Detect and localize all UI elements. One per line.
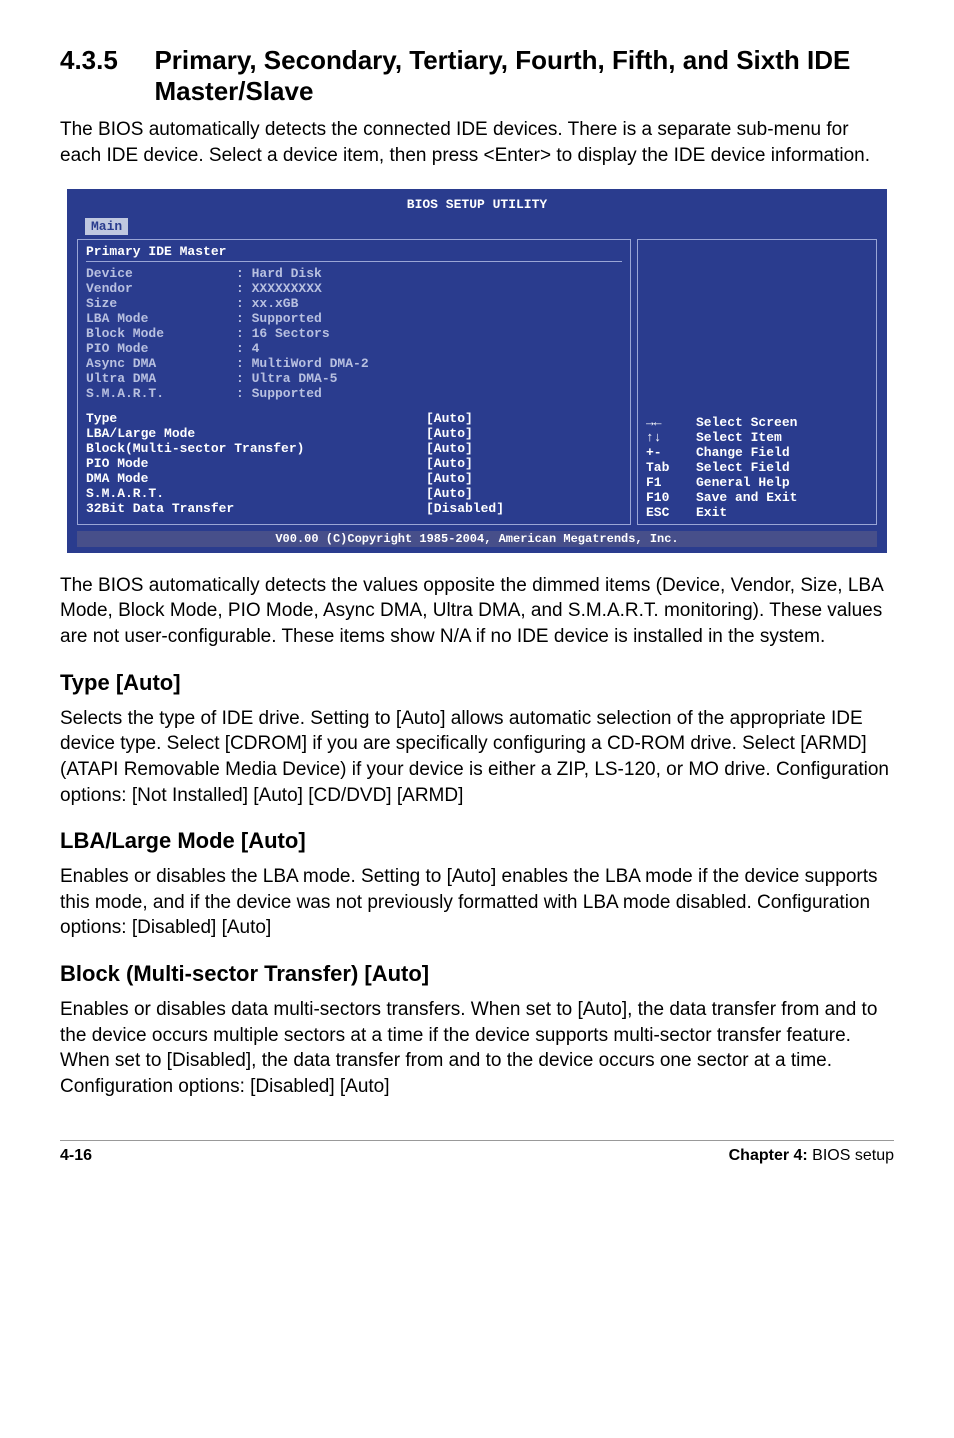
dev-label: Ultra DMA	[86, 371, 236, 386]
legend-row: →←Select Screen	[646, 415, 868, 430]
legend-text: Select Screen	[696, 415, 797, 430]
device-info-row: Ultra DMA: Ultra DMA-5	[86, 371, 622, 386]
after-bios-text: The BIOS automatically detects the value…	[60, 573, 894, 650]
page-footer: 4-16 Chapter 4: BIOS setup	[60, 1140, 894, 1165]
setting-value: [Auto]	[426, 426, 473, 441]
section-title: Primary, Secondary, Tertiary, Fourth, Fi…	[154, 45, 874, 107]
legend-row: +-Change Field	[646, 445, 868, 460]
legend-text: Save and Exit	[696, 490, 797, 505]
dev-label: PIO Mode	[86, 341, 236, 356]
setting-value: [Disabled]	[426, 501, 504, 516]
legend-key: →←	[646, 415, 696, 430]
bios-header: BIOS SETUP UTILITY	[77, 195, 877, 218]
setting-value: [Auto]	[426, 471, 473, 486]
lba-body: Enables or disables the LBA mode. Settin…	[60, 864, 894, 941]
legend-row: ↑↓Select Item	[646, 430, 868, 445]
lba-heading: LBA/Large Mode [Auto]	[60, 828, 894, 854]
dev-label: Device	[86, 266, 236, 281]
setting-row[interactable]: 32Bit Data Transfer[Disabled]	[86, 501, 622, 516]
legend-text: General Help	[696, 475, 790, 490]
setting-label: PIO Mode	[86, 456, 426, 471]
dev-value: : 4	[236, 341, 259, 356]
bios-left-panel: Primary IDE Master Device: Hard Disk Ven…	[77, 239, 631, 525]
dev-value: : 16 Sectors	[236, 326, 330, 341]
setting-value: [Auto]	[426, 456, 473, 471]
device-info-row: Vendor: XXXXXXXXX	[86, 281, 622, 296]
dev-value: : XXXXXXXXX	[236, 281, 322, 296]
device-info-row: Block Mode: 16 Sectors	[86, 326, 622, 341]
device-info-row: S.M.A.R.T.: Supported	[86, 386, 622, 401]
setting-label: Type	[86, 411, 426, 426]
chapter-label: Chapter 4: BIOS setup	[729, 1147, 894, 1165]
dev-value: : Supported	[236, 386, 322, 401]
page-number: 4-16	[60, 1147, 92, 1165]
setting-row[interactable]: DMA Mode[Auto]	[86, 471, 622, 486]
legend-row: TabSelect Field	[646, 460, 868, 475]
bios-screen: BIOS SETUP UTILITY Main Primary IDE Mast…	[67, 189, 887, 553]
legend-text: Select Field	[696, 460, 790, 475]
dev-value: : xx.xGB	[236, 296, 298, 311]
dev-label: S.M.A.R.T.	[86, 386, 236, 401]
type-heading: Type [Auto]	[60, 670, 894, 696]
bios-footer: V00.00 (C)Copyright 1985-2004, American …	[77, 531, 877, 547]
setting-value: [Auto]	[426, 411, 473, 426]
bios-tab-main[interactable]: Main	[85, 218, 128, 235]
device-info-row: LBA Mode: Supported	[86, 311, 622, 326]
dev-label: LBA Mode	[86, 311, 236, 326]
device-info-row: Size: xx.xGB	[86, 296, 622, 311]
chapter-rest: BIOS setup	[808, 1147, 894, 1164]
device-info-row: PIO Mode: 4	[86, 341, 622, 356]
block-heading: Block (Multi-sector Transfer) [Auto]	[60, 961, 894, 987]
dev-label: Block Mode	[86, 326, 236, 341]
setting-value: [Auto]	[426, 486, 473, 501]
setting-label: DMA Mode	[86, 471, 426, 486]
setting-row[interactable]: LBA/Large Mode[Auto]	[86, 426, 622, 441]
legend-key: ESC	[646, 505, 696, 520]
dev-value: : Hard Disk	[236, 266, 322, 281]
legend-row: ESCExit	[646, 505, 868, 520]
chapter-bold: Chapter 4:	[729, 1147, 808, 1164]
dev-label: Size	[86, 296, 236, 311]
dev-label: Async DMA	[86, 356, 236, 371]
legend-row: F10Save and Exit	[646, 490, 868, 505]
section-heading: 4.3.5 Primary, Secondary, Tertiary, Four…	[60, 45, 894, 107]
device-info-row: Device: Hard Disk	[86, 266, 622, 281]
bios-panel-title: Primary IDE Master	[86, 244, 622, 262]
setting-row[interactable]: Type[Auto]	[86, 411, 622, 426]
legend-text: Change Field	[696, 445, 790, 460]
block-body: Enables or disables data multi-sectors t…	[60, 997, 894, 1100]
setting-label: S.M.A.R.T.	[86, 486, 426, 501]
dev-value: : Supported	[236, 311, 322, 326]
legend-text: Select Item	[696, 430, 782, 445]
legend-key: F10	[646, 490, 696, 505]
legend-key: F1	[646, 475, 696, 490]
legend-key: +-	[646, 445, 696, 460]
setting-row[interactable]: PIO Mode[Auto]	[86, 456, 622, 471]
setting-label: LBA/Large Mode	[86, 426, 426, 441]
setting-label: Block(Multi-sector Transfer)	[86, 441, 426, 456]
setting-label: 32Bit Data Transfer	[86, 501, 426, 516]
setting-value: [Auto]	[426, 441, 473, 456]
device-info-row: Async DMA: MultiWord DMA-2	[86, 356, 622, 371]
spacer	[86, 401, 622, 411]
legend-text: Exit	[696, 505, 727, 520]
dev-label: Vendor	[86, 281, 236, 296]
bios-legend-panel: →←Select Screen ↑↓Select Item +-Change F…	[637, 239, 877, 525]
type-body: Selects the type of IDE drive. Setting t…	[60, 706, 894, 809]
setting-row[interactable]: Block(Multi-sector Transfer)[Auto]	[86, 441, 622, 456]
legend-key: Tab	[646, 460, 696, 475]
dev-value: : MultiWord DMA-2	[236, 356, 369, 371]
section-intro: The BIOS automatically detects the conne…	[60, 117, 894, 168]
dev-value: : Ultra DMA-5	[236, 371, 337, 386]
section-number: 4.3.5	[60, 45, 150, 76]
legend-row: F1General Help	[646, 475, 868, 490]
legend-key: ↑↓	[646, 430, 696, 445]
setting-row[interactable]: S.M.A.R.T.[Auto]	[86, 486, 622, 501]
